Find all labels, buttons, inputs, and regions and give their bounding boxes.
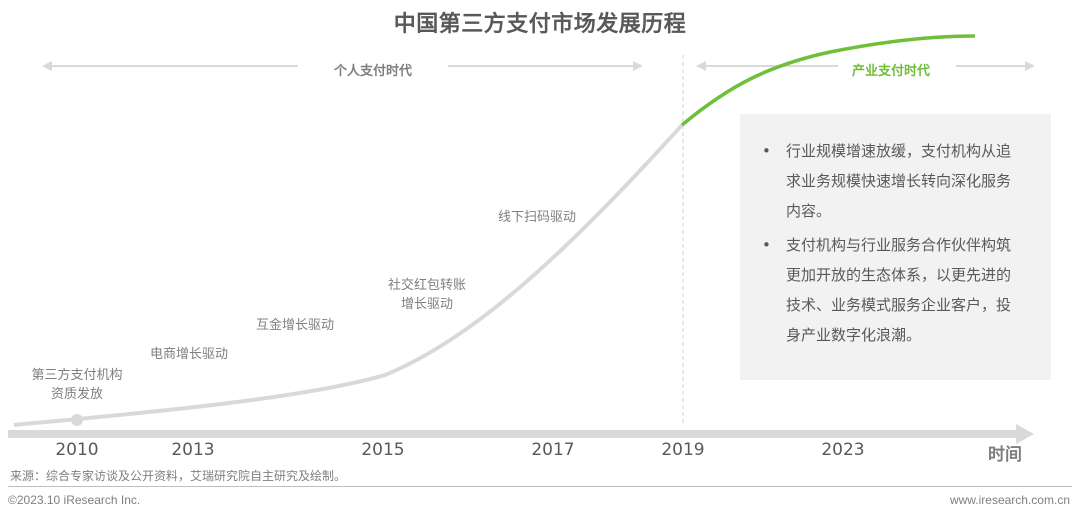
milestone-label-social: 社交红包转账 增长驱动 <box>376 276 478 314</box>
axis-year-2015: 2015 <box>361 440 405 460</box>
milestone-dot-2010 <box>71 414 83 426</box>
era-label-personal: 个人支付时代 <box>333 64 412 79</box>
industry-era-arrow <box>696 61 1035 71</box>
axis-year-2019: 2019 <box>661 440 705 460</box>
source-note: 来源：综合专家访谈及公开资料，艾瑞研究院自主研究及绘制。 <box>10 469 347 483</box>
era-label-industry: 产业支付时代 <box>851 64 930 79</box>
milestone-label-line: 增长驱动 <box>400 297 453 312</box>
axis-year-2013: 2013 <box>171 440 215 460</box>
growth-curve-personal <box>13 123 684 427</box>
axis-label-time: 时间 <box>988 445 1022 465</box>
footer-divider <box>8 486 1072 487</box>
milestone-label-fintech: 互金增长驱动 <box>256 318 335 333</box>
axis-year-2023: 2023 <box>821 440 865 460</box>
milestone-label-line: 资质发放 <box>50 387 103 402</box>
industry-era-infobox: 行业规模增速放缓，支付机构从追求业务规模快速增长转向深化服务内容。 支付机构与行… <box>740 114 1051 380</box>
infobox-bullet: 行业规模增速放缓，支付机构从追求业务规模快速增长转向深化服务内容。 <box>762 136 1025 226</box>
personal-era-arrow <box>42 61 643 71</box>
copyright-text: ©2023.10 iResearch Inc. <box>8 493 141 507</box>
milestone-label-license: 第三方支付机构 资质发放 <box>18 366 136 404</box>
axis-year-2017: 2017 <box>531 440 575 460</box>
milestone-label-ecommerce: 电商增长驱动 <box>150 347 229 362</box>
milestone-label-line: 第三方支付机构 <box>31 368 123 383</box>
milestone-label-offline-qr: 线下扫码驱动 <box>498 210 577 225</box>
page-title: 中国第三方支付市场发展历程 <box>393 12 687 37</box>
growth-curve-industry <box>680 34 976 127</box>
milestone-label-line: 社交红包转账 <box>387 278 466 293</box>
axis-year-2010: 2010 <box>55 440 99 460</box>
time-axis <box>8 424 1034 444</box>
website-link[interactable]: www.iresearch.com.cn <box>949 493 1070 507</box>
infobox-bullet: 支付机构与行业服务合作伙伴构筑更加开放的生态体系，以更先进的技术、业务模式服务企… <box>762 230 1025 350</box>
